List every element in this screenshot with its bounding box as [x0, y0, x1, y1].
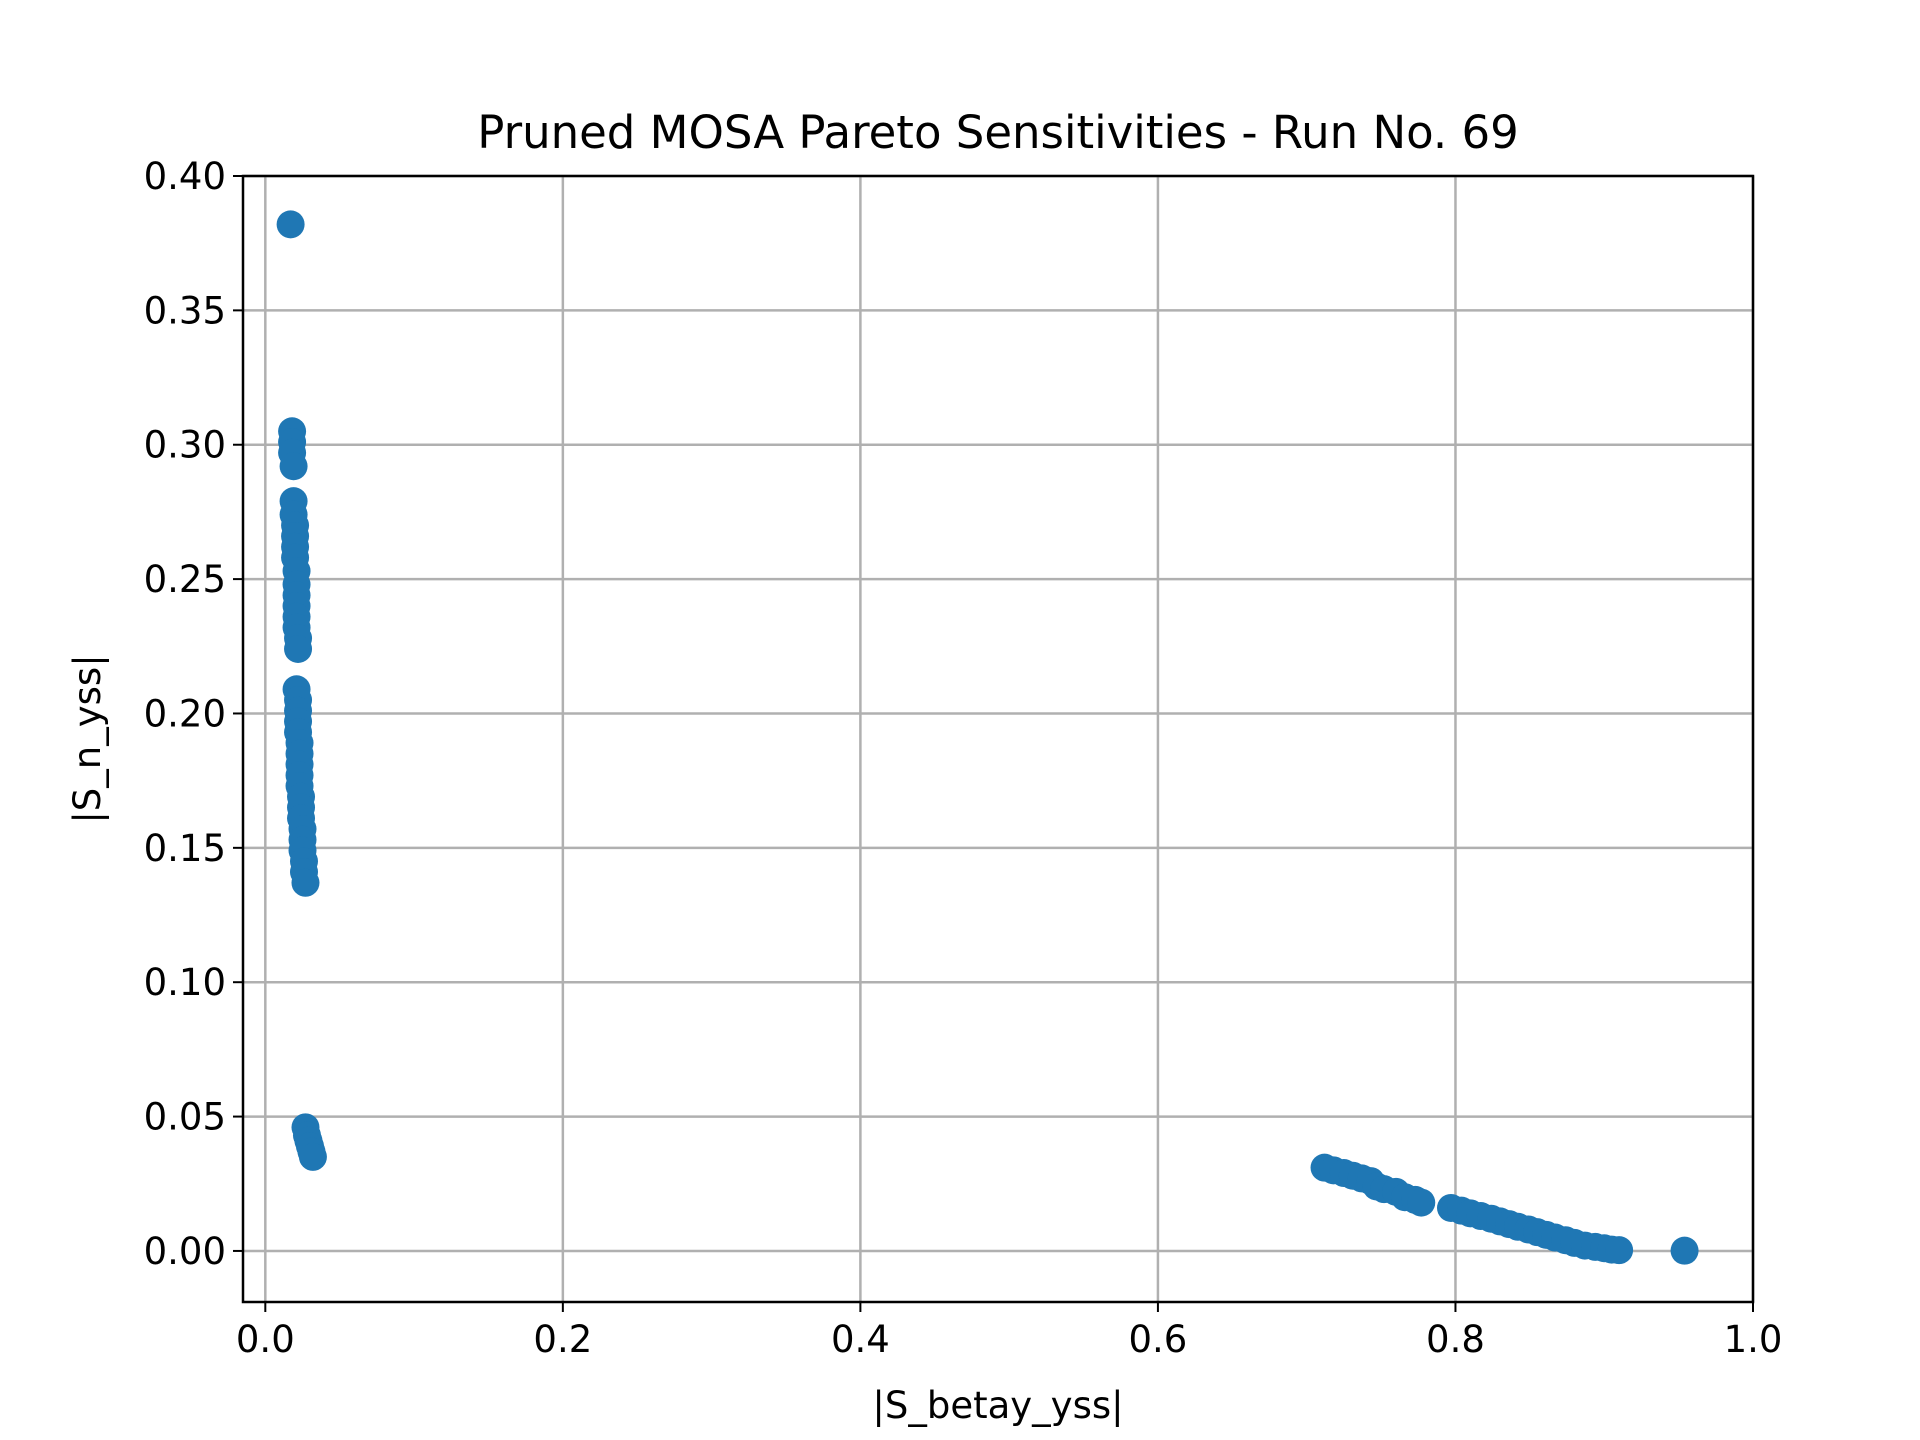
x-tick-label: 0.2 [533, 1318, 592, 1361]
x-tick-label: 0.8 [1426, 1318, 1485, 1361]
x-axis-label: |S_betay_yss| [872, 1384, 1123, 1427]
x-tick-label: 1.0 [1724, 1318, 1783, 1361]
y-tick-label: 0.00 [144, 1230, 226, 1273]
y-tick-label: 0.35 [144, 289, 226, 332]
y-tick-label: 0.40 [144, 155, 226, 198]
data-point [298, 1142, 327, 1171]
data-points [276, 210, 1699, 1265]
data-point [1605, 1236, 1634, 1265]
y-tick-label: 0.25 [144, 558, 226, 601]
x-tick-label: 0.0 [236, 1318, 295, 1361]
y-tick-label: 0.05 [144, 1096, 226, 1139]
data-point [1407, 1188, 1436, 1217]
data-point [1670, 1236, 1699, 1265]
x-tick-label: 0.4 [831, 1318, 890, 1361]
data-point [276, 210, 305, 239]
axes-frame [241, 174, 1755, 1304]
y-tick-label: 0.20 [144, 692, 226, 735]
y-tick-label: 0.15 [144, 827, 226, 870]
x-tick-label: 0.6 [1129, 1318, 1188, 1361]
y-tick-label: 0.30 [144, 424, 226, 467]
y-tick-label: 0.10 [144, 961, 226, 1004]
data-point [291, 868, 320, 897]
y-axis-label: |S_n_yss| [66, 654, 109, 823]
data-point [279, 452, 308, 481]
data-point [284, 634, 313, 663]
ticks: 0.0 0.2 0.4 0.6 0.8 1.0 0.00 0.05 0.10 0.15 0.20 0.… [144, 155, 1783, 1361]
chart-title: Pruned MOSA Pareto Sensitivities - Run N… [477, 106, 1519, 159]
